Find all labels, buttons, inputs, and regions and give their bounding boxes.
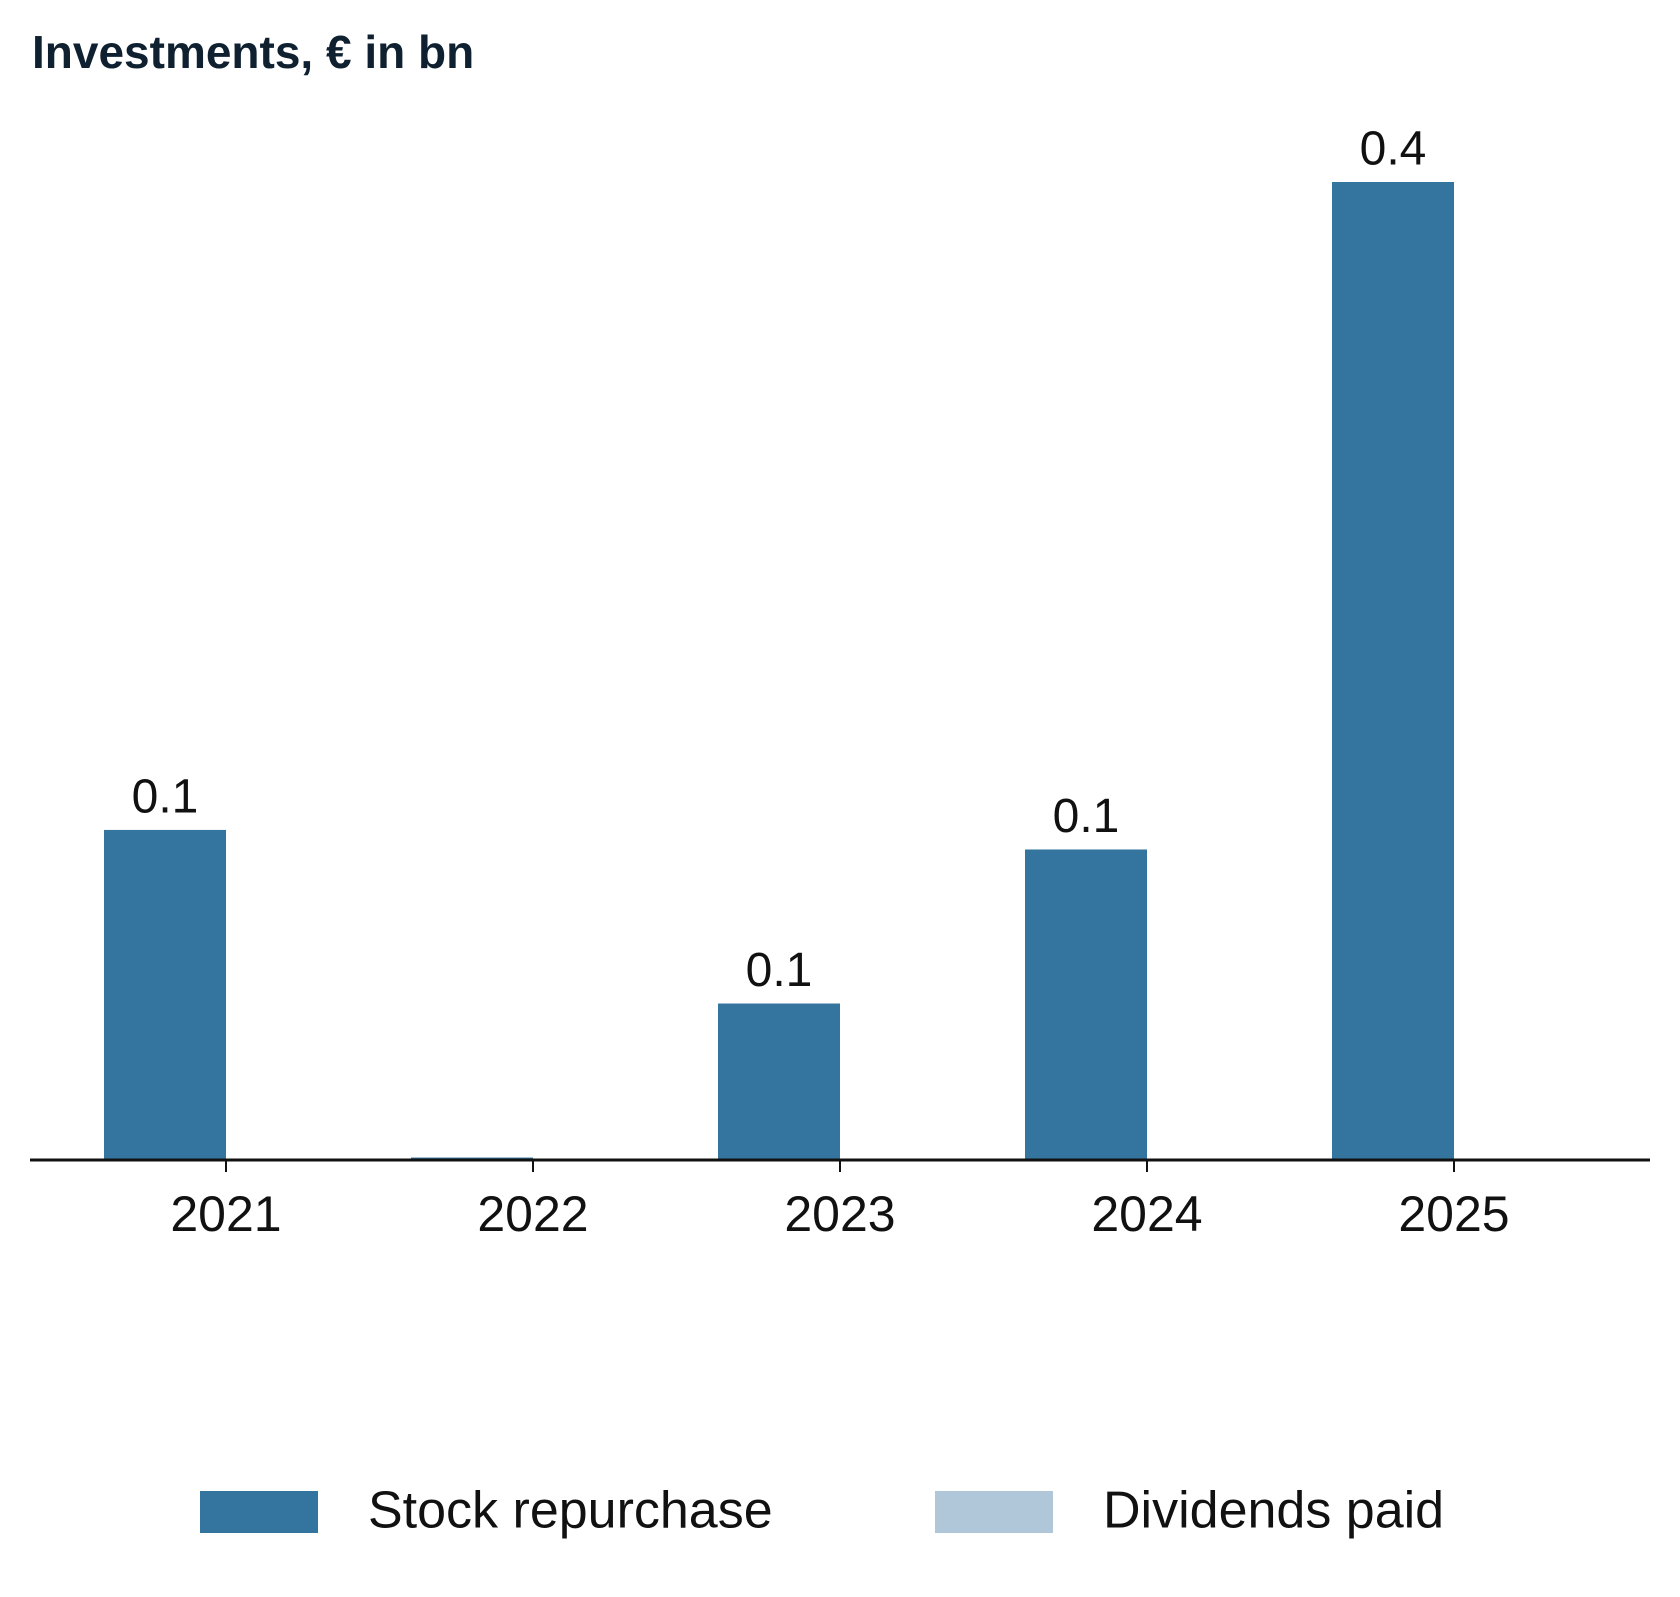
bar bbox=[718, 1003, 840, 1160]
x-tick-label: 2025 bbox=[1398, 1186, 1509, 1242]
legend-label: Stock repurchase bbox=[368, 1482, 773, 1540]
value-label: 0.1 bbox=[746, 944, 813, 997]
legend-swatch bbox=[935, 1491, 1053, 1533]
bar bbox=[104, 829, 226, 1160]
legend-swatch bbox=[200, 1491, 318, 1533]
bar bbox=[1332, 182, 1454, 1160]
chart-title: Investments, € in bn bbox=[32, 26, 474, 78]
value-label: 0.4 bbox=[1360, 123, 1427, 176]
value-label: 0.1 bbox=[132, 771, 199, 824]
legend-label: Dividends paid bbox=[1103, 1482, 1444, 1540]
x-tick-label: 2022 bbox=[477, 1186, 588, 1242]
bar bbox=[1025, 849, 1147, 1160]
x-tick-label: 2024 bbox=[1091, 1186, 1202, 1242]
x-tick-label: 2023 bbox=[784, 1186, 895, 1242]
value-label: 0.1 bbox=[1053, 790, 1120, 843]
x-tick-label: 2021 bbox=[170, 1186, 281, 1242]
